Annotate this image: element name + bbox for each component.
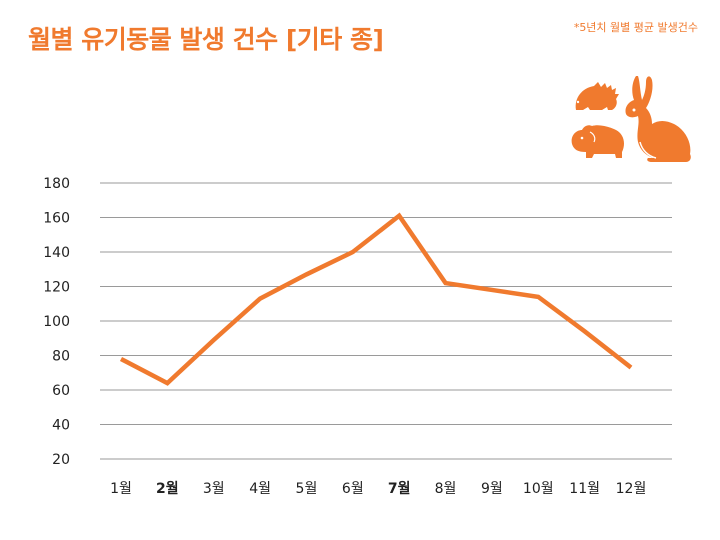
x-tick-label: 2월: [156, 480, 179, 497]
x-tick-label: 12월: [616, 481, 647, 497]
hedgehog-icon: [575, 82, 619, 110]
y-tick-label: 160: [43, 211, 70, 227]
guinea-pig-icon: [571, 125, 624, 158]
y-axis-ticks: 20 40 60 80 100 120 140 160 180: [43, 176, 70, 468]
x-tick-label: 7월: [388, 480, 411, 497]
y-tick-label: 40: [52, 418, 70, 434]
y-tick-label: 100: [43, 314, 70, 330]
series-group: [119, 212, 633, 386]
x-tick-label: 1월: [110, 481, 132, 497]
x-tick-label: 6월: [342, 481, 364, 497]
y-tick-label: 80: [52, 349, 70, 365]
x-tick-label: 11월: [569, 481, 600, 497]
y-tick-label: 180: [43, 176, 70, 192]
x-tick-label: 4월: [249, 481, 271, 497]
y-tick-label: 60: [52, 383, 70, 399]
x-axis-ticks: 1월 2월 3월 4월 5월 6월 7월 8월 9월 10월 11월 12월: [110, 480, 646, 497]
gridlines: [100, 182, 672, 460]
series-line: [119, 212, 633, 386]
x-tick-label: 10월: [523, 481, 554, 497]
y-tick-label: 20: [52, 452, 70, 468]
footnote: *5년치 월별 평균 발생건수: [573, 21, 698, 34]
x-tick-label: 3월: [203, 481, 225, 497]
x-tick-label: 9월: [481, 481, 503, 497]
y-tick-label: 120: [43, 280, 70, 296]
rabbit-icon: [625, 76, 691, 162]
x-tick-label: 8월: [435, 481, 457, 497]
animal-illustration: [571, 76, 691, 162]
y-tick-label: 140: [43, 245, 70, 261]
x-tick-label: 5월: [296, 481, 318, 497]
chart-title: 월별 유기동물 발생 건수 [기타 종]: [28, 25, 384, 54]
